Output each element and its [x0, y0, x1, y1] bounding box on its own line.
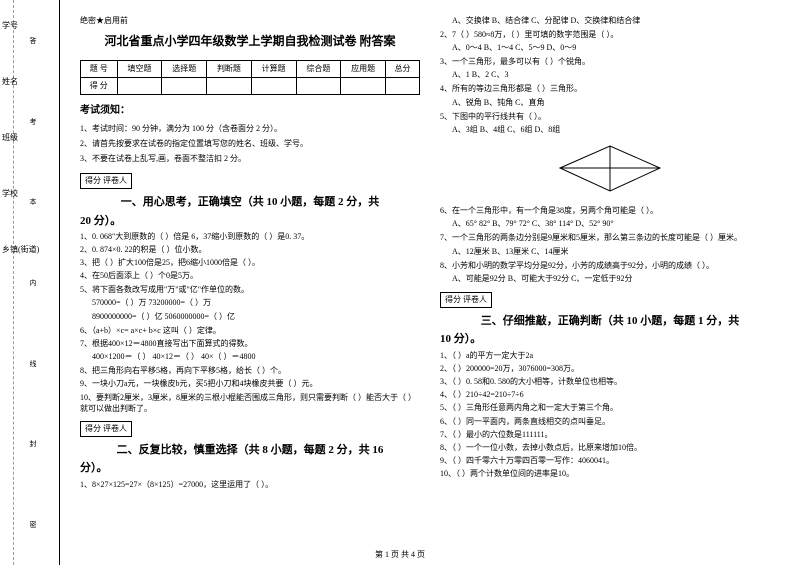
table-row: 题 号 填空题 选择题 判断题 计算题 综合题 应用题 总分 — [81, 61, 420, 78]
q: 7、根据400×12＝4800直接写出下面算式的得数。 — [80, 338, 420, 349]
sub: 8900000000=（ ）亿 5060000000=（ ）亿 — [92, 311, 420, 323]
score-table: 题 号 填空题 选择题 判断题 计算题 综合题 应用题 总分 得 分 — [80, 60, 420, 95]
q: 4、所有的等边三角形都是（ ）三角形。 — [440, 83, 780, 94]
cell — [207, 78, 252, 95]
content-area: 绝密★启用前 河北省重点小学四年级数学上学期自我检测试卷 附答案 题 号 填空题… — [60, 0, 800, 565]
q: 3、一个三角形，最多可以有（ ）个锐角。 — [440, 56, 780, 67]
side-char: 封 — [28, 440, 38, 447]
page-footer: 第 1 页 共 4 页 — [0, 549, 800, 560]
cell: 选择题 — [162, 61, 207, 78]
q: 8、小芳和小明的数学平均分是92分，小芳的成绩高于92分，小明的成绩（ ）。 — [440, 260, 780, 271]
cell — [296, 78, 341, 95]
q: 5、将下面各数改写成用"万"或"亿"作单位的数。 — [80, 284, 420, 295]
q: 3、把（ ）扩大100倍是25，把6缩小1000倍是（ ）。 — [80, 257, 420, 268]
seal-line-text: 答 考 本 内 线 封 密 — [28, 0, 38, 565]
q: 6、（a+b）×c= a×c+ b×c 这叫（ ）定律。 — [80, 325, 420, 336]
page-container: 学号 姓名 班级 学校 乡镇(街道) 答 考 本 内 线 封 密 绝密★启用前 … — [0, 0, 800, 565]
q: 10、要判断2厘米，3厘米，8厘米的三根小棍能否围成三角形，则只需要判断（ ）能… — [80, 392, 420, 414]
cell — [341, 78, 386, 95]
q: 2、（ ）200000=20万，3076000=308万。 — [440, 363, 780, 374]
sub: 570000=（ ）万 73200000=（ ）万 — [92, 297, 420, 309]
opts: A、12厘米 B、13厘米 C、14厘米 — [452, 246, 780, 258]
rhombus-figure — [440, 141, 780, 201]
sub: 400×1200＝（ ） 40×12＝（ ） 40×（ ）＝4800 — [92, 351, 420, 363]
opts: A、0～4 B、1～4 C、5～9 D、0～9 — [452, 42, 780, 54]
opts: A、1 B、2 C、3 — [452, 69, 780, 81]
q: 6、在一个三角形中，有一个角是38度，另两个角可能是（ ）。 — [440, 205, 780, 216]
section1-title: 一、用心思考，正确填空（共 10 小题，每题 2 分，共 — [80, 194, 420, 211]
q: 7、一个三角形的两条边分别是9厘米和5厘米，那么第三条边的长度可能是（ ）厘米。 — [440, 232, 780, 243]
cell — [162, 78, 207, 95]
side-char: 内 — [28, 279, 38, 286]
exam-title: 河北省重点小学四年级数学上学期自我检测试卷 附答案 — [80, 32, 420, 50]
q: 8、（ ）一个一位小数，去掉小数点后，比原来增加10倍。 — [440, 442, 780, 453]
side-char: 密 — [28, 521, 38, 528]
q: 1、0. 068"大到原数的（ ）倍是 6，37缩小到原数的（ ）是0. 37。 — [80, 231, 420, 242]
notice-item: 2、请首先按要求在试卷的指定位置填写您的姓名、班级、学号。 — [80, 138, 420, 150]
q: 10、（ ）两个计数单位间的进率是10。 — [440, 468, 780, 479]
cell: 得 分 — [81, 78, 118, 95]
rhombus-svg — [540, 141, 680, 196]
q: 5、（ ）三角形任意两内角之和一定大于第三个角。 — [440, 402, 780, 413]
notice-item: 1、考试时间：90 分钟，满分为 100 分（含卷面分 2 分）。 — [80, 123, 420, 135]
q: 3、（ ）0. 58和0. 580的大小相等，计数单位也相等。 — [440, 376, 780, 387]
opts: A、3组 B、4组 C、6组 D、8组 — [452, 124, 780, 136]
notice-item: 3、不要在试卷上乱写,画，卷面不整洁扣 2 分。 — [80, 153, 420, 165]
score-box: 得分 评卷人 — [80, 173, 132, 189]
cell: 计算题 — [251, 61, 296, 78]
side-char: 本 — [28, 198, 38, 205]
cell — [251, 78, 296, 95]
opts: A、交换律 B、结合律 C、分配律 D、交换律和结合律 — [452, 15, 780, 27]
section2-title: 二、反复比较，慎重选择（共 8 小题，每题 2 分，共 16 — [80, 442, 420, 459]
q: 5、下图中的平行线共有（ ）。 — [440, 111, 780, 122]
section3-title: 三、仔细推敲，正确判断（共 10 小题，每题 1 分，共 — [440, 313, 780, 330]
q: 8、把三角形向右平移5格，再向下平移5格，给长（ ）个。 — [80, 365, 420, 376]
side-char: 考 — [28, 118, 38, 125]
opts: A、65° 82° B、79° 72° C、38° 114° D、52° 90° — [452, 218, 780, 230]
q: 4、（ ）210÷42=210÷7÷6 — [440, 389, 780, 400]
q: 6、（ ）同一平面内，两条直线相交的点叫垂足。 — [440, 416, 780, 427]
q: 1、8×27×125=27×（8×125）=27000，这里运用了（ ）。 — [80, 479, 420, 490]
cell: 综合题 — [296, 61, 341, 78]
q: 1、（ ）a的平方一定大于2a — [440, 350, 780, 361]
q: 7、（ ）最小的六位数是111111。 — [440, 429, 780, 440]
score-box: 得分 评卷人 — [440, 292, 492, 308]
opts: A、可能是92分 B、可能大于92分 C、一定低于92分 — [452, 273, 780, 285]
cell: 总分 — [386, 61, 420, 78]
q: 2、7（ ）580≈8万，（ ）里可填的数字范围是（ ）。 — [440, 29, 780, 40]
score-box: 得分 评卷人 — [80, 421, 132, 437]
cell — [117, 78, 162, 95]
q: 2、0. 874×0. 22的积是（ ）位小数。 — [80, 244, 420, 255]
left-column: 绝密★启用前 河北省重点小学四年级数学上学期自我检测试卷 附答案 题 号 填空题… — [80, 15, 420, 540]
secret-label: 绝密★启用前 — [80, 15, 420, 27]
cell: 应用题 — [341, 61, 386, 78]
cell: 填空题 — [117, 61, 162, 78]
cell — [386, 78, 420, 95]
binding-margin: 学号 姓名 班级 学校 乡镇(街道) 答 考 本 内 线 封 密 — [0, 0, 60, 565]
side-char: 答 — [28, 37, 38, 44]
table-row: 得 分 — [81, 78, 420, 95]
q: 9、（ ）四千零六十万零四百零一写作：4060041。 — [440, 455, 780, 466]
section2-cont: 分）。 — [80, 461, 420, 476]
section1-cont: 20 分）。 — [80, 214, 420, 229]
q: 4、在50后面添上（ ）个0是5万。 — [80, 270, 420, 281]
side-char: 线 — [28, 360, 38, 367]
cell: 判断题 — [207, 61, 252, 78]
opts: A、锐角 B、钝角 C、直角 — [452, 97, 780, 109]
notice-title: 考试须知： — [80, 103, 420, 118]
right-column: A、交换律 B、结合律 C、分配律 D、交换律和结合律 2、7（ ）580≈8万… — [440, 15, 780, 540]
q: 9、一块小刀a元，一块橡皮b元，买5把小刀和4块橡皮共要（ ）元。 — [80, 378, 420, 389]
section3-cont: 10 分）。 — [440, 332, 780, 347]
cell: 题 号 — [81, 61, 118, 78]
